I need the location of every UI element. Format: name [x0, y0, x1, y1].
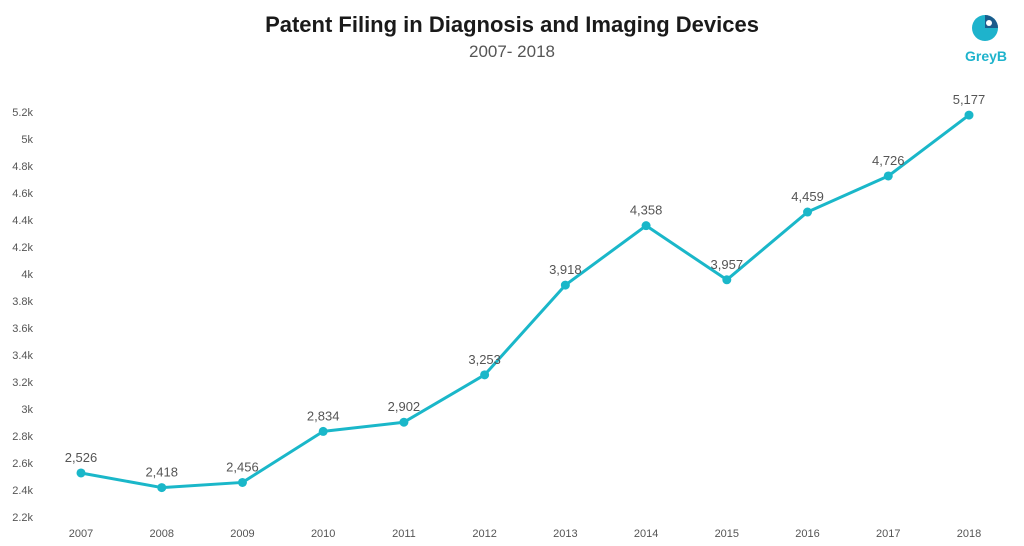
data-point[interactable]: [964, 110, 974, 120]
y-tick-label: 2.2k: [12, 512, 33, 524]
x-tick-label: 2011: [392, 528, 416, 540]
y-tick-label: 3.6k: [12, 323, 33, 335]
data-label: 2,526: [65, 450, 98, 465]
y-tick-label: 2.8k: [12, 431, 33, 443]
data-label: 5,177: [953, 92, 986, 107]
y-tick-label: 5.2k: [12, 107, 33, 119]
y-tick-label: 2.6k: [12, 458, 33, 470]
y-tick-label: 4.2k: [12, 242, 33, 254]
series-line: [79, 113, 971, 490]
data-point[interactable]: [722, 275, 732, 285]
data-point[interactable]: [157, 483, 167, 493]
y-tick-label: 3.2k: [12, 377, 33, 389]
chart-title: Patent Filing in Diagnosis and Imaging D…: [265, 12, 759, 37]
data-point[interactable]: [480, 370, 490, 380]
data-label: 4,726: [872, 153, 905, 168]
y-tick-label: 4.8k: [12, 161, 33, 173]
y-tick-label: 4.4k: [12, 215, 33, 227]
data-point[interactable]: [560, 280, 570, 290]
data-point[interactable]: [803, 207, 813, 217]
y-tick-label: 4.6k: [12, 188, 33, 200]
chart-subtitle: 2007- 2018: [468, 42, 556, 61]
greyb-logo: GreyB: [958, 12, 1014, 68]
x-axis: 2007 2008 2009 2010 2011 2012 2013 2014 2015 2016…: [69, 528, 981, 540]
x-tick-label: 2018: [957, 528, 981, 540]
data-label: 2,902: [388, 399, 421, 414]
y-axis: 2.2k 2.4k 2.6k 2.8k 3k 3.2k 3.4k 3.6k 3.8k 4k 4.2k…: [12, 107, 33, 524]
x-tick-label: 2013: [553, 528, 577, 540]
data-label: 2,456: [226, 459, 259, 474]
logo-text: GreyB: [964, 48, 1008, 64]
x-tick-label: 2014: [634, 528, 658, 540]
y-tick-label: 4k: [21, 269, 33, 281]
data-point[interactable]: [883, 171, 893, 181]
y-tick-label: 2.4k: [12, 485, 33, 497]
data-label: 3,253: [468, 352, 501, 367]
data-label: 2,418: [145, 465, 178, 480]
x-tick-label: 2009: [230, 528, 254, 540]
y-tick-label: 3k: [21, 404, 33, 416]
x-tick-label: 2010: [311, 528, 335, 540]
data-point[interactable]: [641, 221, 651, 231]
x-tick-label: 2012: [472, 528, 496, 540]
x-tick-label: 2017: [876, 528, 900, 540]
y-tick-label: 3.4k: [12, 350, 33, 362]
series-group: 2,526 2,418 2,456 2,834 2,902 3,253 3,918 4,358…: [65, 92, 986, 493]
x-tick-label: 2016: [795, 528, 819, 540]
x-tick-label: 2015: [715, 528, 739, 540]
x-tick-label: 2007: [69, 528, 93, 540]
data-label: 3,918: [549, 262, 582, 277]
data-point[interactable]: [318, 426, 328, 436]
data-label: 2,834: [307, 408, 340, 423]
data-label: 3,957: [711, 257, 744, 272]
greyb-logo-icon: [972, 15, 998, 41]
y-tick-label: 5k: [21, 134, 33, 146]
y-tick-label: 3.8k: [12, 296, 33, 308]
x-tick-label: 2008: [149, 528, 173, 540]
data-point[interactable]: [237, 477, 247, 487]
data-label: 4,358: [630, 203, 663, 218]
data-point[interactable]: [399, 417, 409, 427]
data-point[interactable]: [76, 468, 86, 478]
data-label: 4,459: [791, 189, 824, 204]
